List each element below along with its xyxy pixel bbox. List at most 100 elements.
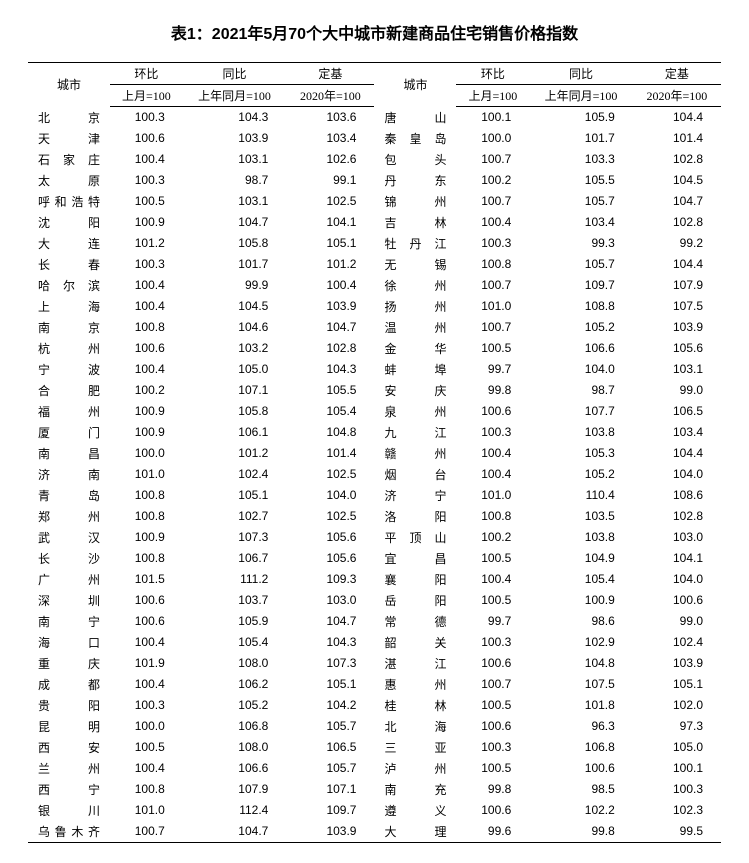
value-cell: 100.1 — [633, 758, 721, 779]
value-cell: 104.3 — [286, 632, 374, 653]
value-cell: 100.7 — [456, 275, 529, 296]
table-row: 广州101.5111.2109.3襄阳100.4105.4104.0 — [28, 569, 721, 590]
city-cell: 天津 — [28, 128, 110, 149]
value-cell: 108.0 — [183, 737, 287, 758]
value-cell: 108.8 — [529, 296, 633, 317]
city-cell: 包头 — [374, 149, 456, 170]
city-cell: 徐州 — [374, 275, 456, 296]
col-mom-left: 环比 — [110, 63, 183, 85]
value-cell: 104.7 — [286, 611, 374, 632]
city-cell: 重庆 — [28, 653, 110, 674]
value-cell: 100.4 — [110, 758, 183, 779]
table-row: 重庆101.9108.0107.3湛江100.6104.8103.9 — [28, 653, 721, 674]
value-cell: 104.3 — [183, 107, 287, 128]
col-base-sub-right: 2020年=100 — [633, 85, 721, 107]
city-cell: 宁波 — [28, 359, 110, 380]
value-cell: 104.5 — [633, 170, 721, 191]
value-cell: 98.6 — [529, 611, 633, 632]
value-cell: 111.2 — [183, 569, 287, 590]
col-yoy-sub-left: 上年同月=100 — [183, 85, 287, 107]
value-cell: 106.7 — [183, 548, 287, 569]
value-cell: 100.3 — [456, 632, 529, 653]
table-row: 成都100.4106.2105.1惠州100.7107.5105.1 — [28, 674, 721, 695]
value-cell: 102.5 — [286, 506, 374, 527]
value-cell: 107.1 — [286, 779, 374, 800]
value-cell: 101.2 — [110, 233, 183, 254]
table-row: 南昌100.0101.2101.4赣州100.4105.3104.4 — [28, 443, 721, 464]
value-cell: 100.6 — [110, 338, 183, 359]
value-cell: 100.4 — [110, 674, 183, 695]
value-cell: 103.3 — [529, 149, 633, 170]
value-cell: 106.8 — [529, 737, 633, 758]
value-cell: 104.0 — [286, 485, 374, 506]
col-mom-sub-left: 上月=100 — [110, 85, 183, 107]
city-cell: 太原 — [28, 170, 110, 191]
col-mom-sub-right: 上月=100 — [456, 85, 529, 107]
city-cell: 上海 — [28, 296, 110, 317]
value-cell: 99.8 — [456, 380, 529, 401]
city-cell: 兰州 — [28, 758, 110, 779]
city-cell: 韶关 — [374, 632, 456, 653]
value-cell: 96.3 — [529, 716, 633, 737]
value-cell: 100.5 — [110, 191, 183, 212]
value-cell: 102.4 — [633, 632, 721, 653]
value-cell: 100.6 — [456, 653, 529, 674]
value-cell: 105.8 — [183, 401, 287, 422]
value-cell: 105.9 — [183, 611, 287, 632]
table-row: 厦门100.9106.1104.8九江100.3103.8103.4 — [28, 422, 721, 443]
table-row: 兰州100.4106.6105.7泸州100.5100.6100.1 — [28, 758, 721, 779]
table-row: 北京100.3104.3103.6唐山100.1105.9104.4 — [28, 107, 721, 128]
value-cell: 102.7 — [183, 506, 287, 527]
value-cell: 105.0 — [633, 737, 721, 758]
value-cell: 100.6 — [633, 590, 721, 611]
city-cell: 赣州 — [374, 443, 456, 464]
city-cell: 大连 — [28, 233, 110, 254]
value-cell: 101.7 — [183, 254, 287, 275]
value-cell: 107.9 — [183, 779, 287, 800]
value-cell: 100.4 — [456, 464, 529, 485]
value-cell: 99.1 — [286, 170, 374, 191]
value-cell: 100.8 — [110, 485, 183, 506]
value-cell: 100.3 — [110, 170, 183, 191]
value-cell: 100.8 — [456, 506, 529, 527]
value-cell: 99.9 — [183, 275, 287, 296]
value-cell: 105.2 — [529, 317, 633, 338]
table-row: 西宁100.8107.9107.1南充99.898.5100.3 — [28, 779, 721, 800]
value-cell: 99.5 — [633, 821, 721, 843]
city-cell: 吉林 — [374, 212, 456, 233]
city-cell: 石家庄 — [28, 149, 110, 170]
value-cell: 101.0 — [110, 800, 183, 821]
city-cell: 深圳 — [28, 590, 110, 611]
value-cell: 100.7 — [110, 821, 183, 843]
col-city-right: 城市 — [374, 63, 456, 107]
table-row: 杭州100.6103.2102.8金华100.5106.6105.6 — [28, 338, 721, 359]
value-cell: 104.0 — [529, 359, 633, 380]
value-cell: 100.5 — [456, 695, 529, 716]
city-cell: 蚌埠 — [374, 359, 456, 380]
city-cell: 金华 — [374, 338, 456, 359]
col-base-left: 定基 — [286, 63, 374, 85]
value-cell: 107.9 — [633, 275, 721, 296]
value-cell: 104.2 — [286, 695, 374, 716]
value-cell: 104.7 — [183, 821, 287, 843]
value-cell: 101.0 — [456, 485, 529, 506]
city-cell: 南京 — [28, 317, 110, 338]
value-cell: 99.3 — [529, 233, 633, 254]
value-cell: 103.5 — [529, 506, 633, 527]
col-yoy-right: 同比 — [529, 63, 633, 85]
value-cell: 106.5 — [633, 401, 721, 422]
table-row: 海口100.4105.4104.3韶关100.3102.9102.4 — [28, 632, 721, 653]
price-index-table: 城市 环比 同比 定基 城市 环比 同比 定基 上月=100 上年同月=100 … — [28, 62, 721, 843]
city-cell: 郑州 — [28, 506, 110, 527]
city-cell: 银川 — [28, 800, 110, 821]
city-cell: 海口 — [28, 632, 110, 653]
value-cell: 100.7 — [456, 674, 529, 695]
value-cell: 103.8 — [529, 422, 633, 443]
value-cell: 100.4 — [110, 296, 183, 317]
value-cell: 100.3 — [456, 737, 529, 758]
value-cell: 107.7 — [529, 401, 633, 422]
value-cell: 105.7 — [529, 254, 633, 275]
value-cell: 105.1 — [633, 674, 721, 695]
city-cell: 泸州 — [374, 758, 456, 779]
city-cell: 秦皇岛 — [374, 128, 456, 149]
